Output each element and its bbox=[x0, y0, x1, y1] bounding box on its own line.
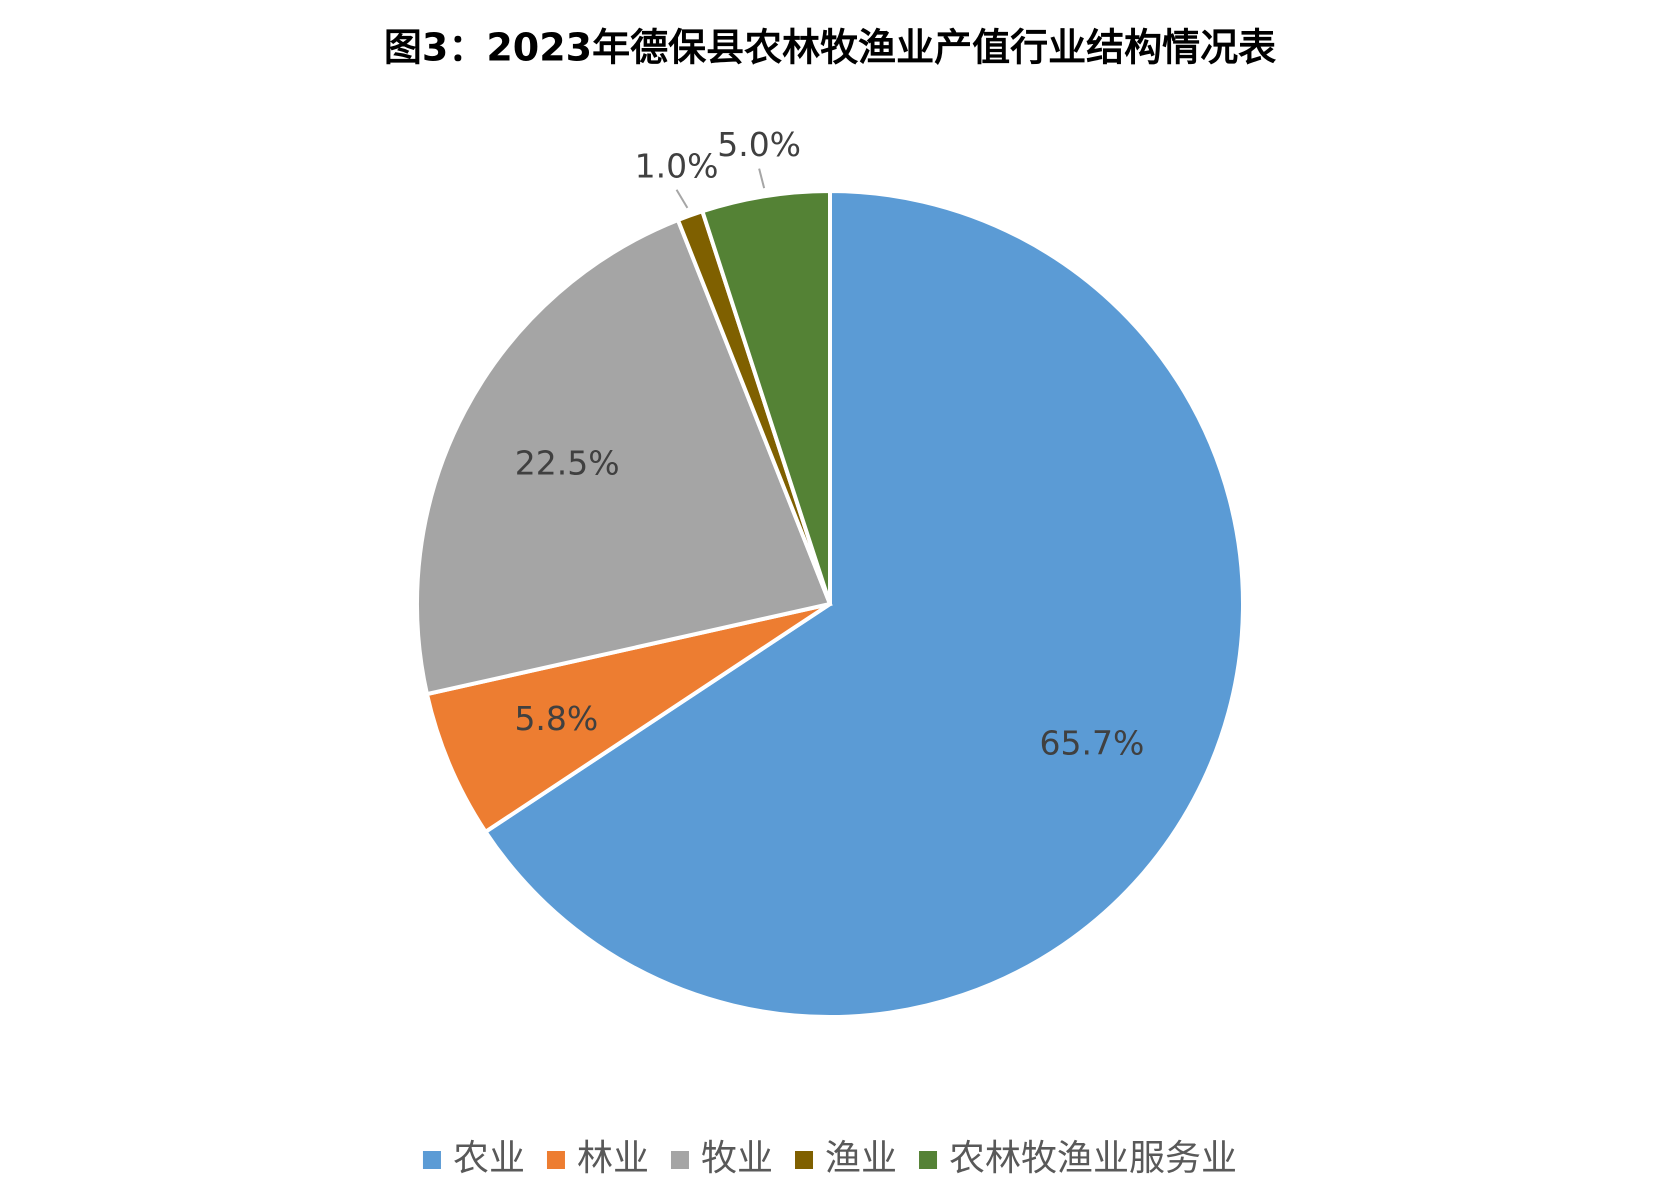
legend-label: 林业 bbox=[577, 1138, 649, 1179]
legend-swatch bbox=[546, 1151, 565, 1169]
pie-slice bbox=[415, 217, 833, 697]
value-label: 5.0% bbox=[717, 125, 801, 164]
value-label: 1.0% bbox=[635, 146, 719, 185]
pie-slice bbox=[482, 188, 1245, 1019]
chart-title: 图3：2023年德保县农林牧渔业产值行业结构情况表 bbox=[384, 26, 1276, 70]
pie-slice bbox=[699, 188, 832, 605]
leader-line bbox=[758, 168, 766, 189]
value-label: 5.8% bbox=[514, 699, 598, 738]
leader-line bbox=[675, 189, 689, 209]
legend-label: 农林牧渔业服务业 bbox=[949, 1138, 1237, 1179]
legend-swatch bbox=[422, 1151, 441, 1169]
legend-label: 牧业 bbox=[701, 1138, 773, 1179]
legend-label: 农业 bbox=[453, 1138, 525, 1179]
legend-swatch bbox=[919, 1151, 938, 1169]
pie-slice bbox=[424, 602, 832, 835]
legend-label: 渔业 bbox=[825, 1138, 897, 1179]
value-label: 22.5% bbox=[515, 443, 620, 482]
legend-swatch bbox=[795, 1151, 814, 1169]
legend-swatch bbox=[670, 1151, 689, 1169]
value-label: 65.7% bbox=[1039, 723, 1144, 762]
